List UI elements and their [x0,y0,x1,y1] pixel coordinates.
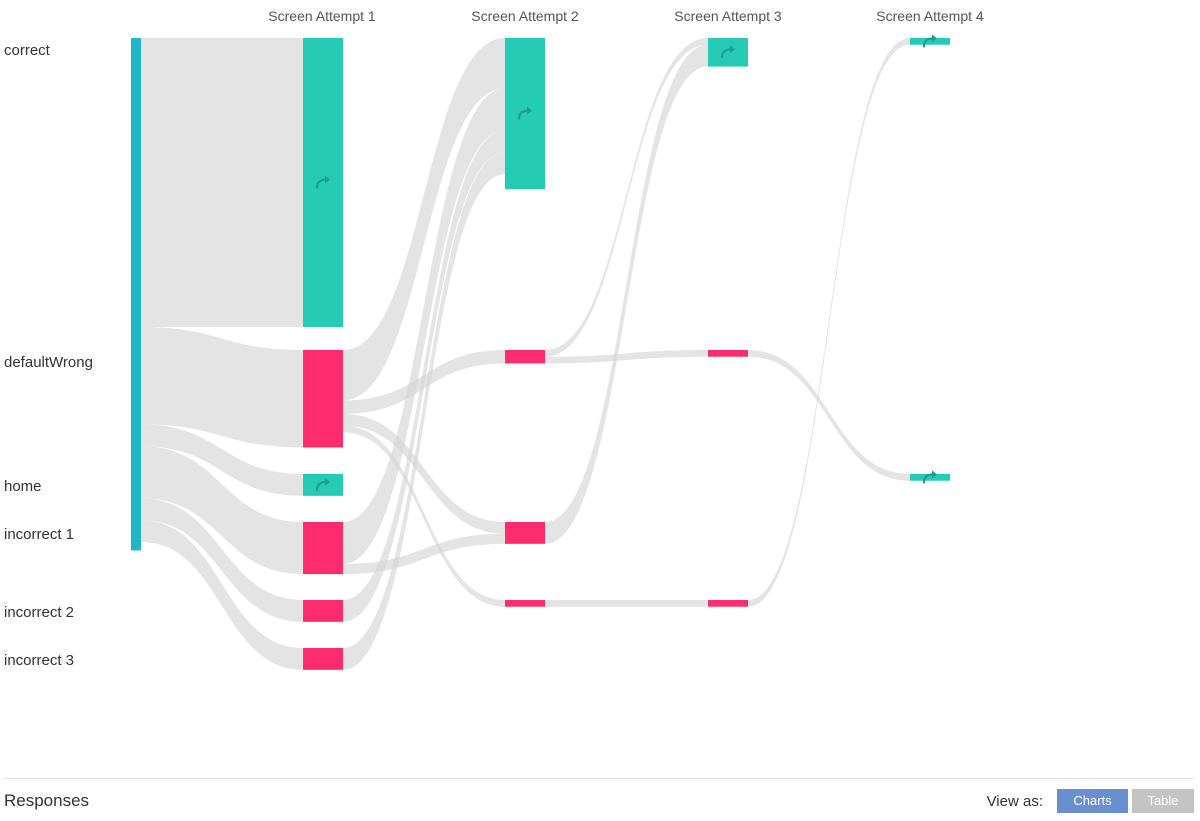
forward-arrow-icon [315,477,330,492]
node-defaultwrong-2[interactable] [505,350,545,364]
column-title: Screen Attempt 2 [471,8,579,24]
flow-link[interactable] [141,520,303,670]
forward-arrow-icon [720,45,735,59]
node-incorrect-3-1[interactable] [303,648,343,670]
flow-link[interactable] [141,498,303,622]
column-title: Screen Attempt 4 [876,8,984,24]
node-incorrect-1-2[interactable] [505,522,545,544]
flow-link[interactable] [141,326,303,448]
sankey-chart: Screen Attempt 1 Screen Attempt 2 Screen A… [4,8,984,670]
node-incorrect-2-3[interactable] [708,600,748,607]
row-label: home [4,478,42,495]
flow-link[interactable] [343,413,505,534]
node-correct-3[interactable] [708,38,748,67]
flow-link[interactable] [545,350,708,364]
node-correct-1[interactable] [303,38,343,327]
flow-link[interactable] [545,44,708,544]
flow-link[interactable] [545,38,708,357]
node-correct-2[interactable] [505,38,545,190]
flow-link[interactable] [748,38,910,607]
flow-link[interactable] [343,38,505,401]
forward-arrow-icon [922,470,937,484]
node-defaultwrong-1[interactable] [303,350,343,448]
forward-arrow-icon [922,34,937,48]
flow-link[interactable] [343,88,505,565]
column-title: Screen Attempt 1 [268,8,376,24]
node-defaultwrong-3[interactable] [708,350,748,357]
node-incorrect-2-2[interactable] [505,600,545,607]
flow-link[interactable] [748,350,910,481]
footer-bar: Responses View as: Charts Table [4,778,1194,821]
forward-arrow-icon [517,106,532,120]
flow-link[interactable] [545,600,708,607]
flow-link[interactable] [141,424,303,496]
charts-button[interactable]: Charts [1057,789,1128,813]
row-label: defaultWrong [4,354,93,371]
responses-title: Responses [4,791,90,810]
forward-arrow-icon [315,175,330,189]
node-home-1[interactable] [303,474,343,496]
row-label: correct [4,42,51,59]
view-as-label: View as: [986,792,1043,810]
row-label: incorrect 2 [4,604,74,621]
node-incorrect-1-1[interactable] [303,522,343,575]
source-node[interactable] [131,38,141,551]
node-incorrect-2-1[interactable] [303,600,343,622]
node-correct-4[interactable] [910,38,950,45]
row-label: incorrect 1 [4,526,74,543]
flow-link[interactable] [141,38,303,327]
node-home-4[interactable] [910,474,950,481]
flow-link[interactable] [141,446,303,575]
flow-link[interactable] [343,425,505,607]
view-toggle: View as: Charts Table [987,789,1194,813]
table-button[interactable]: Table [1132,789,1194,813]
flow-link[interactable] [343,152,505,670]
flow-link[interactable] [343,130,505,622]
column-title: Screen Attempt 3 [674,8,782,24]
row-label: incorrect 3 [4,652,74,669]
